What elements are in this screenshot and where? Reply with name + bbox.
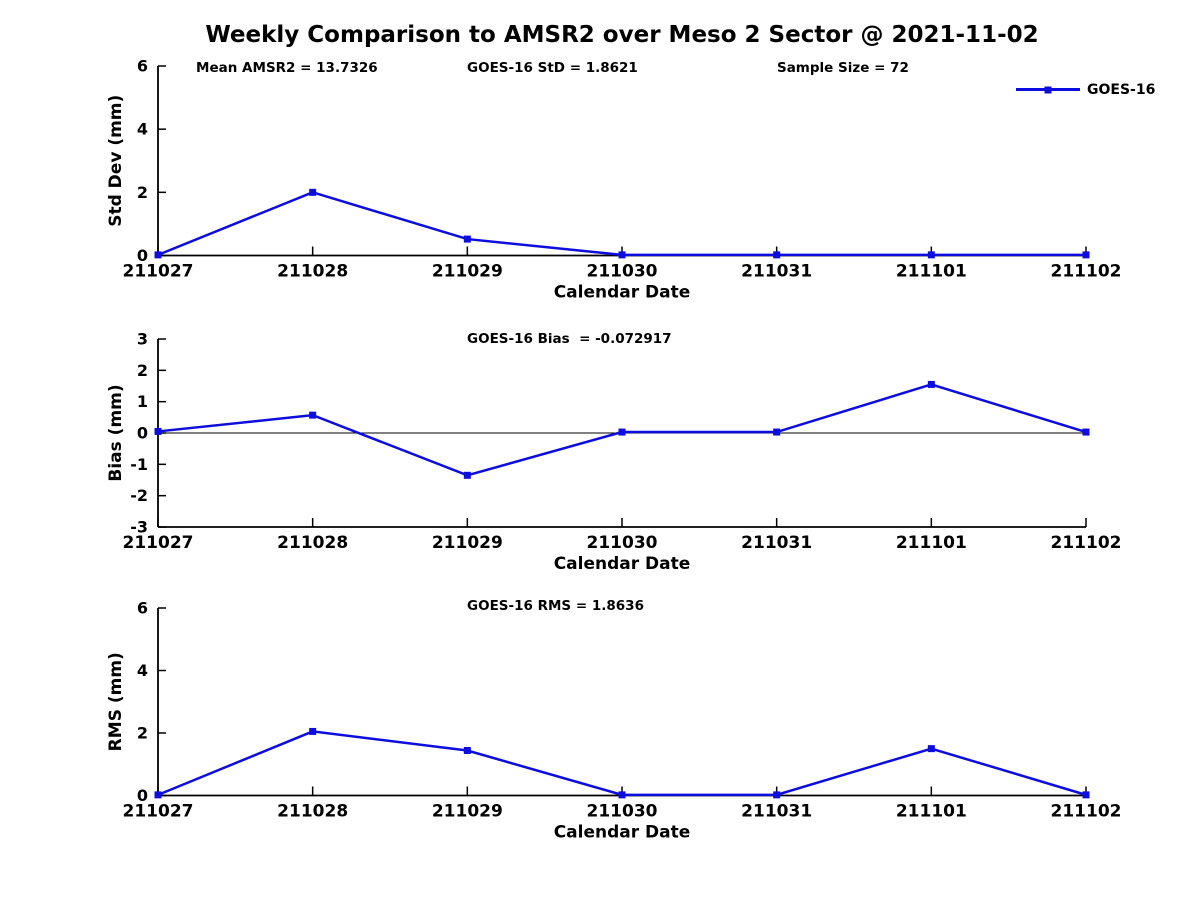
- y-tick-label: 2: [137, 183, 148, 202]
- legend: GOES-16: [1016, 81, 1155, 98]
- data-point-marker: [154, 251, 162, 259]
- y-tick-label: 2: [137, 361, 148, 380]
- x-axis-title: Calendar Date: [554, 283, 691, 303]
- y-tick-label: 0: [137, 786, 148, 805]
- y-tick-label: 4: [137, 120, 148, 139]
- plot-annotation: GOES-16 Bias = -0.072917: [467, 331, 672, 347]
- data-point-marker: [618, 251, 626, 259]
- data-point-marker: [773, 251, 781, 259]
- x-tick-label: 211030: [587, 533, 658, 553]
- y-tick-label: 2: [137, 724, 148, 743]
- data-point-marker: [618, 791, 626, 799]
- data-point-marker: [309, 411, 317, 419]
- y-tick-label: -2: [130, 486, 148, 505]
- data-point-marker: [309, 188, 317, 196]
- x-tick-label: 211029: [432, 802, 503, 822]
- y-tick-label: 6: [137, 57, 148, 76]
- legend-line-sample: [1016, 86, 1080, 93]
- plot-annotation: Sample Size = 72: [777, 60, 909, 76]
- chart-title: Weekly Comparison to AMSR2 over Meso 2 S…: [205, 22, 1039, 48]
- x-tick-label: 211102: [1051, 533, 1122, 553]
- y-tick-label: 4: [137, 661, 148, 680]
- data-point-marker: [927, 251, 935, 259]
- y-axis-title: RMS (mm): [106, 652, 126, 751]
- x-tick-label: 211101: [896, 802, 967, 822]
- y-tick-label: 1: [137, 392, 148, 411]
- x-tick-label: 211027: [123, 533, 194, 553]
- data-point-marker: [773, 791, 781, 799]
- x-tick-label: 211030: [587, 262, 658, 282]
- data-point-marker: [773, 428, 781, 436]
- plot-annotation: GOES-16 StD = 1.8621: [467, 60, 638, 76]
- data-point-marker: [463, 747, 471, 754]
- x-axis-title: Calendar Date: [554, 554, 691, 574]
- data-point-marker: [154, 427, 162, 435]
- data-line: [157, 730, 1087, 797]
- x-tick-label: 211027: [123, 262, 194, 282]
- data-point-marker: [463, 471, 471, 479]
- x-tick-label: 211030: [587, 802, 658, 822]
- y-tick-label: 6: [137, 599, 148, 618]
- x-tick-label: 211102: [1051, 802, 1122, 822]
- y-axis-title: Bias (mm): [106, 384, 126, 481]
- x-axis-title: Calendar Date: [554, 823, 691, 843]
- data-point-marker: [154, 791, 162, 799]
- data-point-marker: [309, 727, 317, 735]
- data-point-marker: [927, 745, 935, 753]
- data-point-marker: [1082, 251, 1090, 259]
- x-tick-label: 211101: [896, 262, 967, 282]
- plot-annotation: GOES-16 RMS = 1.8636: [467, 598, 644, 614]
- x-tick-label: 211028: [277, 533, 348, 553]
- x-tick-label: 211031: [741, 533, 812, 553]
- data-point-marker: [927, 380, 935, 388]
- x-tick-label: 211031: [741, 262, 812, 282]
- x-tick-label: 211028: [277, 802, 348, 822]
- x-tick-label: 211029: [432, 262, 503, 282]
- y-tick-label: 0: [137, 424, 148, 443]
- x-tick-label: 211031: [741, 802, 812, 822]
- y-tick-label: -1: [130, 455, 148, 474]
- data-point-marker: [463, 235, 471, 243]
- y-axis-title: Std Dev (mm): [106, 95, 126, 227]
- x-tick-label: 211029: [432, 533, 503, 553]
- x-tick-label: 211028: [277, 262, 348, 282]
- x-tick-label: 211027: [123, 802, 194, 822]
- y-tick-label: 3: [137, 330, 148, 349]
- y-tick-label: 0: [137, 246, 148, 265]
- data-line: [157, 191, 1086, 257]
- x-tick-label: 211101: [896, 533, 967, 553]
- legend-marker-icon: [1044, 86, 1052, 93]
- legend-label: GOES-16: [1087, 81, 1156, 98]
- x-tick-label: 211102: [1051, 262, 1122, 282]
- data-point-marker: [1082, 791, 1090, 799]
- plot-annotation: Mean AMSR2 = 13.7326: [196, 60, 378, 76]
- data-point-marker: [1082, 428, 1090, 436]
- y-tick-label: -3: [130, 518, 148, 537]
- data-point-marker: [618, 428, 626, 436]
